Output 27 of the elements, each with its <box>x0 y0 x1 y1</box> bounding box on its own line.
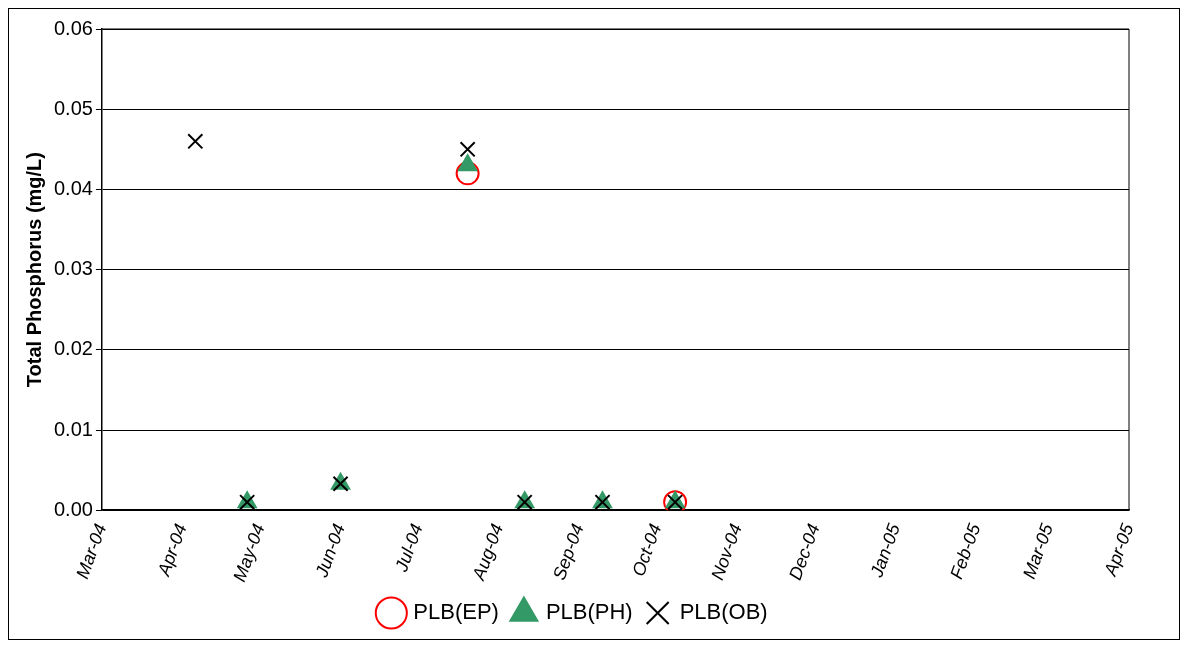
x-tick-label: Jul-04 <box>390 521 427 575</box>
x-tick-label: Nov-04 <box>707 521 746 583</box>
x-tick-label: Feb-05 <box>946 520 985 582</box>
y-tick-label: 0.04 <box>53 176 93 199</box>
y-tick-label: 0.05 <box>53 96 93 119</box>
x-tick-label: Oct-04 <box>628 521 666 579</box>
y-tick-label: 0.06 <box>53 16 93 39</box>
x-tick-label: Jun-04 <box>311 521 349 581</box>
x-tick-label: Aug-04 <box>468 521 508 584</box>
y-tick-label: 0.02 <box>53 337 93 360</box>
point <box>459 141 476 158</box>
y-tick-label: 0.01 <box>53 417 93 440</box>
x-tick-label: Apr-05 <box>1099 520 1138 580</box>
point <box>187 133 204 150</box>
x-tick-label: Sep-04 <box>548 521 588 583</box>
x-tick-label: Mar-04 <box>72 521 111 582</box>
x-tick-label: Apr-04 <box>153 521 191 580</box>
point <box>455 161 480 186</box>
legend-label: PLB(EP) <box>413 599 499 625</box>
x-tick-label: Jan-05 <box>866 520 905 581</box>
y-tick-label: 0.00 <box>53 497 93 520</box>
legend-label: PLB(PH) <box>545 599 633 625</box>
y-tick-label: 0.03 <box>53 257 93 280</box>
x-tick-label: Dec-04 <box>784 521 824 583</box>
x-tick-label: Mar-05 <box>1018 520 1058 582</box>
legend-label: PLB(OB) <box>679 599 768 625</box>
y-axis-title: Total Phosphorus (mg/L) <box>22 152 45 388</box>
